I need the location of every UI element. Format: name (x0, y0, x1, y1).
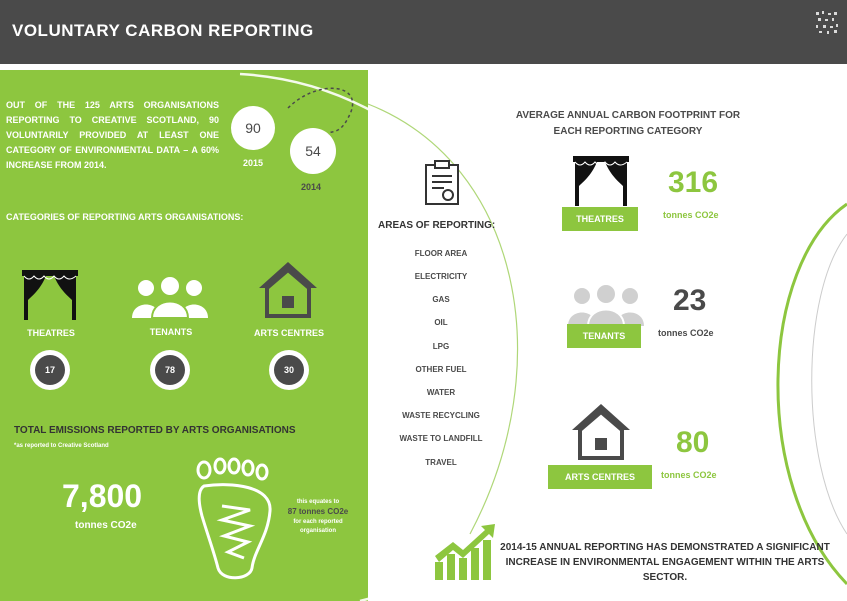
house-icon (572, 404, 630, 460)
avg-theatres-tag: THEATRES (562, 207, 638, 231)
theatre-icon (22, 270, 78, 320)
category-tenants-label: TENANTS (149, 327, 193, 337)
area-item: GAS (432, 295, 450, 304)
area-item: OIL (434, 318, 448, 327)
total-emissions-value: 7,800 (62, 478, 143, 514)
areas-title: AREAS OF REPORTING: (378, 220, 496, 231)
avg-tenants-tag: TENANTS (567, 324, 641, 348)
category-arts-centres-label: ARTS CENTRES (253, 328, 324, 338)
avg-theatres-units: tonnes CO2e (663, 210, 719, 220)
avg-tenants-value: 23 (673, 284, 707, 317)
avg-theatres-value: 316 (668, 166, 719, 199)
year-2015-label: 2015 (243, 158, 264, 168)
source-note: *as reported to Creative Scotland (14, 443, 109, 449)
area-item: OTHER FUEL (415, 365, 467, 374)
equates-value: 87 tonnes CO2e (287, 507, 349, 516)
year-2015-circle: 90 (231, 106, 275, 150)
category-theatres-count: 17 (30, 350, 70, 390)
theatre-icon (573, 156, 629, 206)
page-title: VOLUNTARY CARBON REPORTING (12, 21, 314, 40)
equates-pre: this equates to (296, 499, 340, 505)
avg-arts-centres-tag: ARTS CENTRES (548, 465, 652, 489)
footprint-icon (196, 457, 272, 580)
total-emissions-units: tonnes CO2e (75, 520, 137, 531)
avg-tenants-units: tonnes CO2e (658, 328, 714, 338)
area-item: WASTE RECYCLING (402, 411, 480, 420)
avg-arts-centres-value: 80 (676, 426, 710, 459)
corner-texture-icon (816, 11, 838, 34)
year-2014-label: 2014 (301, 182, 322, 192)
theatres-count-value: 17 (35, 355, 65, 385)
area-item: WATER (426, 388, 456, 397)
category-theatres-label: THEATRES (27, 328, 75, 338)
avg-arts-centres-units: tonnes CO2e (661, 470, 717, 480)
year-2014-value: 54 (305, 143, 321, 159)
year-connector (287, 87, 354, 137)
area-item: LPG (432, 342, 450, 351)
area-item: TRAVEL (425, 458, 457, 467)
categories-heading: CATEGORIES OF REPORTING ARTS ORGANISATIO… (6, 212, 244, 222)
house-icon (259, 262, 317, 318)
area-item: WASTE TO LANDFILL (399, 434, 483, 443)
category-tenants-count: 78 (150, 350, 190, 390)
area-item: ELECTRICITY (414, 272, 468, 281)
year-2014-circle: 54 (290, 128, 336, 174)
total-emissions-heading: TOTAL EMISSIONS REPORTED BY ARTS ORGANIS… (14, 425, 296, 436)
equates-text: this equates to 87 tonnes CO2e for each … (278, 498, 358, 536)
header-bar (0, 0, 847, 64)
year-2015-value: 90 (245, 120, 261, 136)
intro-text: OUT OF THE 125 ARTS ORGANISATIONS REPORT… (6, 100, 219, 170)
average-title: AVERAGE ANNUAL CARBON FOOTPRINT FOR EACH… (515, 110, 741, 137)
tenants-count-value: 78 (155, 355, 185, 385)
area-item: FLOOR AREA (414, 249, 468, 258)
people-icon (132, 275, 208, 318)
people-icon (568, 283, 644, 326)
equates-post: for each reported organisation (293, 519, 343, 534)
arts-centres-count-value: 30 (274, 355, 304, 385)
category-arts-centres-count: 30 (269, 350, 309, 390)
clipboard-icon (425, 160, 459, 205)
conclusion-text: 2014-15 ANNUAL REPORTING HAS DEMONSTRATE… (500, 542, 830, 583)
growth-chart-icon (435, 524, 495, 580)
